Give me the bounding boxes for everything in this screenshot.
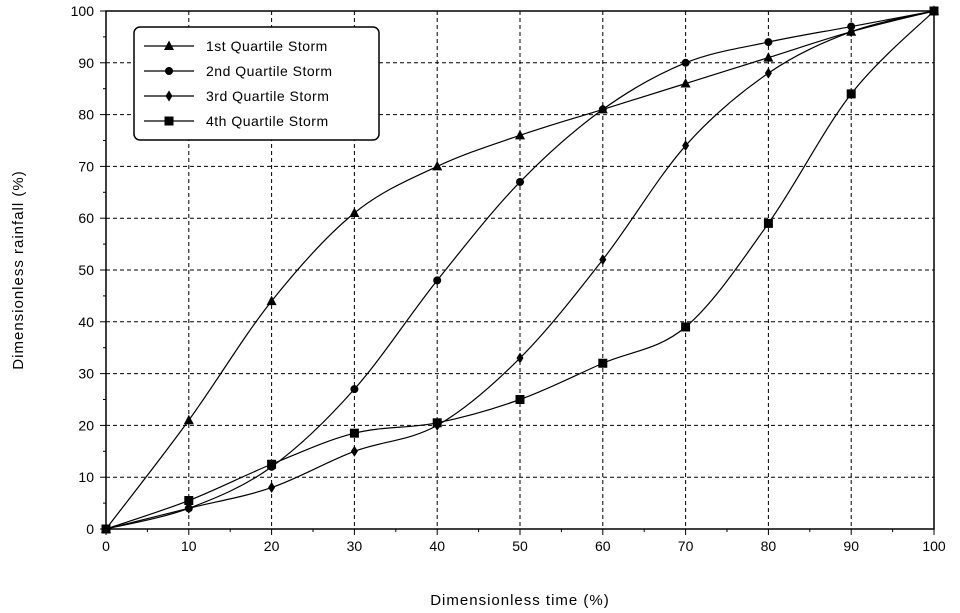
x-tick-label: 30 bbox=[347, 538, 363, 554]
data-point bbox=[681, 322, 691, 332]
data-point bbox=[183, 414, 194, 425]
x-tick-label: 90 bbox=[843, 538, 859, 554]
data-point bbox=[267, 459, 277, 469]
y-tick-label: 100 bbox=[71, 3, 95, 19]
y-tick-label: 80 bbox=[78, 107, 94, 123]
x-tick-label: 80 bbox=[761, 538, 777, 554]
y-tick-label: 60 bbox=[78, 210, 94, 226]
data-point bbox=[515, 395, 525, 404]
legend-box bbox=[133, 26, 380, 141]
data-point bbox=[764, 38, 773, 47]
data-point bbox=[350, 385, 359, 394]
x-tick-label: 100 bbox=[922, 538, 946, 554]
data-point bbox=[598, 105, 607, 114]
data-point bbox=[349, 207, 360, 218]
data-point bbox=[682, 140, 690, 152]
legend: 1st Quartile Storm 2nd Quartile Storm 3rd … bbox=[133, 26, 380, 141]
x-tick-label: 50 bbox=[512, 538, 528, 554]
legend-label: 3rd Quartile Storm bbox=[206, 88, 329, 104]
x-tick-label: 0 bbox=[102, 538, 110, 554]
data-point bbox=[847, 26, 855, 38]
legend-marker bbox=[165, 67, 173, 75]
data-point bbox=[515, 129, 525, 140]
x-axis-title: Dimensionless time (%) bbox=[430, 592, 610, 609]
data-point bbox=[763, 218, 773, 228]
x-tick-label: 40 bbox=[429, 538, 445, 554]
data-point bbox=[433, 276, 442, 285]
legend-label: 1st Quartile Storm bbox=[206, 38, 328, 54]
legend-item: 1st Quartile Storm bbox=[144, 38, 328, 54]
legend-label: 4th Quartile Storm bbox=[206, 113, 329, 129]
series-line bbox=[105, 10, 935, 530]
series-line bbox=[105, 10, 935, 530]
legend-item: 3rd Quartile Storm bbox=[144, 88, 329, 104]
y-tick-label: 10 bbox=[78, 469, 94, 485]
legend-item: 4th Quartile Storm bbox=[144, 113, 329, 129]
data-point bbox=[598, 358, 608, 368]
plot-frame bbox=[105, 10, 935, 530]
y-tick-label: 70 bbox=[78, 158, 94, 174]
legend-marker bbox=[164, 116, 174, 126]
data-point bbox=[349, 428, 359, 438]
data-point bbox=[268, 482, 276, 494]
x-tick-label: 10 bbox=[181, 538, 197, 554]
data-point bbox=[266, 295, 277, 306]
data-point bbox=[681, 58, 690, 67]
y-tick-label: 50 bbox=[78, 262, 94, 278]
data-point bbox=[599, 254, 607, 266]
data-point bbox=[185, 502, 193, 514]
legend-marker bbox=[165, 90, 173, 102]
x-tick-label: 70 bbox=[678, 538, 694, 554]
y-tick-label: 40 bbox=[78, 314, 94, 330]
data-point bbox=[516, 177, 524, 186]
legend-item: 2nd Quartile Storm bbox=[144, 63, 333, 79]
data-point bbox=[516, 352, 524, 364]
legend-marker bbox=[164, 40, 174, 50]
data-point bbox=[846, 89, 856, 99]
data-point bbox=[184, 496, 194, 506]
x-tick-label: 60 bbox=[595, 538, 611, 554]
data-point bbox=[764, 67, 772, 79]
series-line bbox=[105, 10, 935, 530]
data-point bbox=[680, 78, 691, 88]
data-point bbox=[763, 52, 774, 62]
y-tick-label: 20 bbox=[78, 417, 94, 433]
series-3 bbox=[102, 5, 938, 535]
data-point bbox=[432, 418, 442, 428]
legend-label: 2nd Quartile Storm bbox=[206, 63, 333, 79]
data-point bbox=[350, 445, 358, 457]
y-tick-label: 30 bbox=[78, 366, 94, 382]
y-tick-label: 90 bbox=[78, 55, 94, 71]
y-tick-label: 0 bbox=[86, 521, 94, 537]
series-line bbox=[105, 10, 935, 530]
data-point bbox=[432, 160, 443, 171]
x-tick-label: 20 bbox=[264, 538, 280, 554]
y-axis-title: Dimensionless rainfall (%) bbox=[10, 170, 27, 369]
